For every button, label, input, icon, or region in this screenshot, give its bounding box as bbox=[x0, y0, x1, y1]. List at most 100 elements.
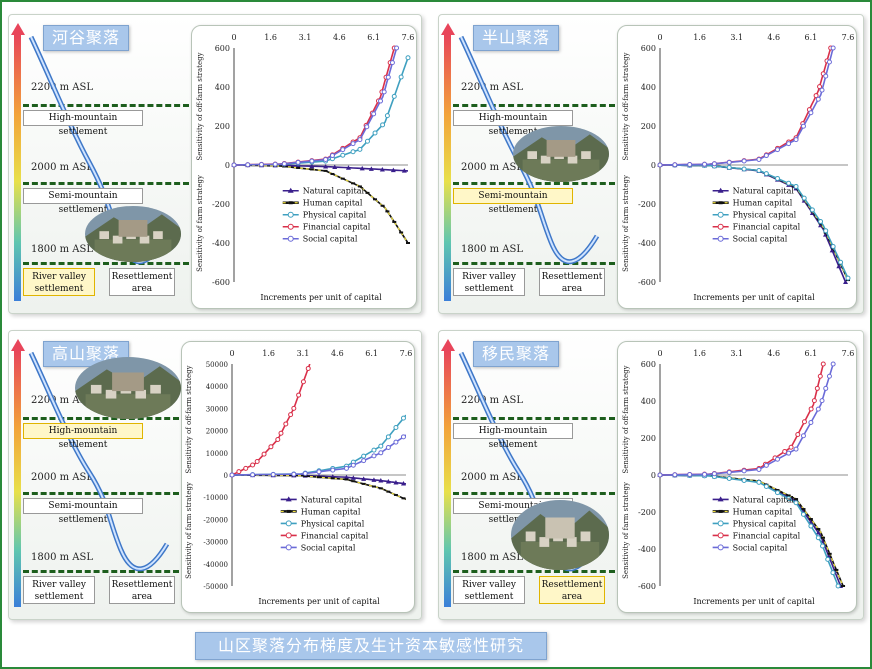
x-tick-label: 0 bbox=[229, 349, 234, 358]
semi-mountain-settlement-label: Semi-mountain settlement bbox=[23, 188, 143, 215]
high-mountain-settlement-label: High-mountain settlement bbox=[23, 110, 143, 137]
data-point-social bbox=[378, 98, 384, 104]
data-point-financial bbox=[254, 458, 260, 464]
legend-label-human: Human capital bbox=[733, 199, 793, 208]
data-point-social bbox=[711, 161, 717, 167]
series-line-social bbox=[660, 364, 834, 476]
series-line-financial bbox=[660, 48, 832, 166]
altitude-label: 1800 m ASL bbox=[461, 552, 524, 563]
data-point-social bbox=[361, 458, 367, 464]
data-point-human bbox=[344, 478, 349, 481]
data-point-human bbox=[786, 494, 791, 497]
data-point-human bbox=[317, 476, 321, 479]
data-point-physical bbox=[825, 556, 831, 562]
data-point-social bbox=[364, 124, 370, 130]
data-point-social bbox=[687, 472, 693, 478]
data-point-human bbox=[380, 204, 385, 207]
x-tick-label: 6.1 bbox=[805, 349, 818, 358]
data-point-physical bbox=[808, 523, 814, 529]
data-point-social bbox=[302, 471, 308, 477]
settlement-photo bbox=[75, 357, 181, 419]
legend-label-physical: Physical capital bbox=[733, 211, 797, 220]
sensitivity-chart: 0 1.6 3.1 4.6 6.1 7.6 600 400 200 0 -200 -400 -600 Se… bbox=[617, 25, 857, 309]
elevation-divider bbox=[453, 104, 615, 107]
data-point-natural bbox=[400, 481, 406, 486]
river-valley-settlement-label: River valley settlement bbox=[23, 268, 95, 296]
data-point-social bbox=[672, 472, 678, 478]
y-tick-label: -600 bbox=[638, 278, 656, 287]
data-point-social bbox=[819, 87, 825, 93]
data-point-physical bbox=[815, 535, 821, 541]
x-tick-label: 0 bbox=[657, 349, 662, 358]
data-point-human bbox=[406, 242, 410, 244]
data-point-physical bbox=[775, 175, 780, 181]
data-point-social bbox=[291, 471, 297, 477]
data-point-human bbox=[801, 508, 806, 511]
data-point-physical bbox=[818, 219, 824, 225]
data-point-social bbox=[371, 453, 377, 459]
data-point-social bbox=[340, 147, 346, 153]
data-point-social bbox=[815, 96, 821, 102]
settlement-photo bbox=[513, 126, 609, 182]
y-tick-label: -200 bbox=[212, 200, 230, 209]
data-point-financial bbox=[236, 469, 242, 475]
data-point-financial bbox=[288, 412, 294, 418]
data-point-social bbox=[819, 398, 825, 404]
x-axis-label: Increments per unit of capital bbox=[258, 597, 380, 606]
data-point-social bbox=[657, 162, 663, 168]
data-point-physical bbox=[830, 244, 836, 250]
altitude-arrow-icon bbox=[441, 23, 455, 35]
altitude-label: 2000 m ASL bbox=[31, 472, 94, 483]
data-point-social bbox=[826, 59, 832, 65]
legend-marker-financial bbox=[717, 532, 724, 539]
y-tick-label: 20000 bbox=[206, 428, 228, 436]
data-point-natural bbox=[361, 476, 367, 481]
data-point-physical bbox=[786, 496, 792, 502]
data-point-human bbox=[296, 166, 301, 169]
legend-label-social: Social capital bbox=[733, 235, 788, 244]
legend-label-social: Social capital bbox=[733, 543, 788, 552]
legend-marker-financial bbox=[287, 223, 294, 230]
data-point-physical bbox=[378, 443, 384, 449]
data-point-physical bbox=[391, 93, 397, 99]
data-point-human bbox=[323, 169, 328, 172]
data-point-human bbox=[330, 172, 335, 175]
data-point-physical bbox=[756, 167, 762, 173]
y-tick-label: -30000 bbox=[203, 539, 228, 547]
x-tick-label: 3.1 bbox=[299, 33, 312, 42]
y-axis-label-top: Sensitivity of off-farm strategy bbox=[622, 365, 630, 473]
altitude-label: 2200 m ASL bbox=[461, 395, 524, 406]
y-axis-label-top: Sensitivity of off-farm strategy bbox=[622, 52, 630, 160]
data-point-social bbox=[808, 419, 814, 425]
data-point-natural bbox=[379, 166, 385, 172]
data-point-social bbox=[756, 466, 762, 472]
data-point-social bbox=[786, 450, 792, 456]
data-point-social bbox=[808, 110, 814, 116]
data-point-physical bbox=[726, 165, 732, 171]
elevation-divider bbox=[453, 570, 615, 573]
y-tick-label: 600 bbox=[215, 44, 230, 53]
altitude-arrow-icon bbox=[11, 23, 25, 35]
y-axis-label-bottom: Sensitivity of farm strategy bbox=[622, 175, 630, 272]
data-point-social bbox=[741, 468, 747, 474]
high-mountain-settlement-label: High-mountain settlement bbox=[453, 423, 573, 450]
data-point-social bbox=[231, 162, 237, 168]
legend-label-social: Social capital bbox=[301, 543, 356, 552]
data-point-physical bbox=[800, 511, 806, 517]
y-tick-label: 50000 bbox=[206, 361, 228, 369]
data-point-human bbox=[303, 475, 308, 478]
data-point-natural bbox=[359, 165, 365, 171]
data-point-natural bbox=[332, 164, 338, 170]
data-point-financial bbox=[817, 84, 823, 90]
legend-marker-natural bbox=[285, 496, 292, 502]
resettlement-area-label: Resettlement area bbox=[109, 268, 175, 296]
data-point-physical bbox=[357, 146, 363, 152]
data-point-social bbox=[385, 74, 391, 80]
elevation-divider bbox=[23, 182, 189, 185]
data-point-natural bbox=[350, 475, 356, 480]
data-point-physical bbox=[830, 570, 836, 576]
y-axis-label-top: Sensitivity of off-farm strategy bbox=[185, 365, 193, 473]
legend-label-financial: Financial capital bbox=[733, 223, 801, 232]
data-point-human bbox=[378, 487, 383, 490]
legend-marker-financial bbox=[717, 223, 724, 230]
